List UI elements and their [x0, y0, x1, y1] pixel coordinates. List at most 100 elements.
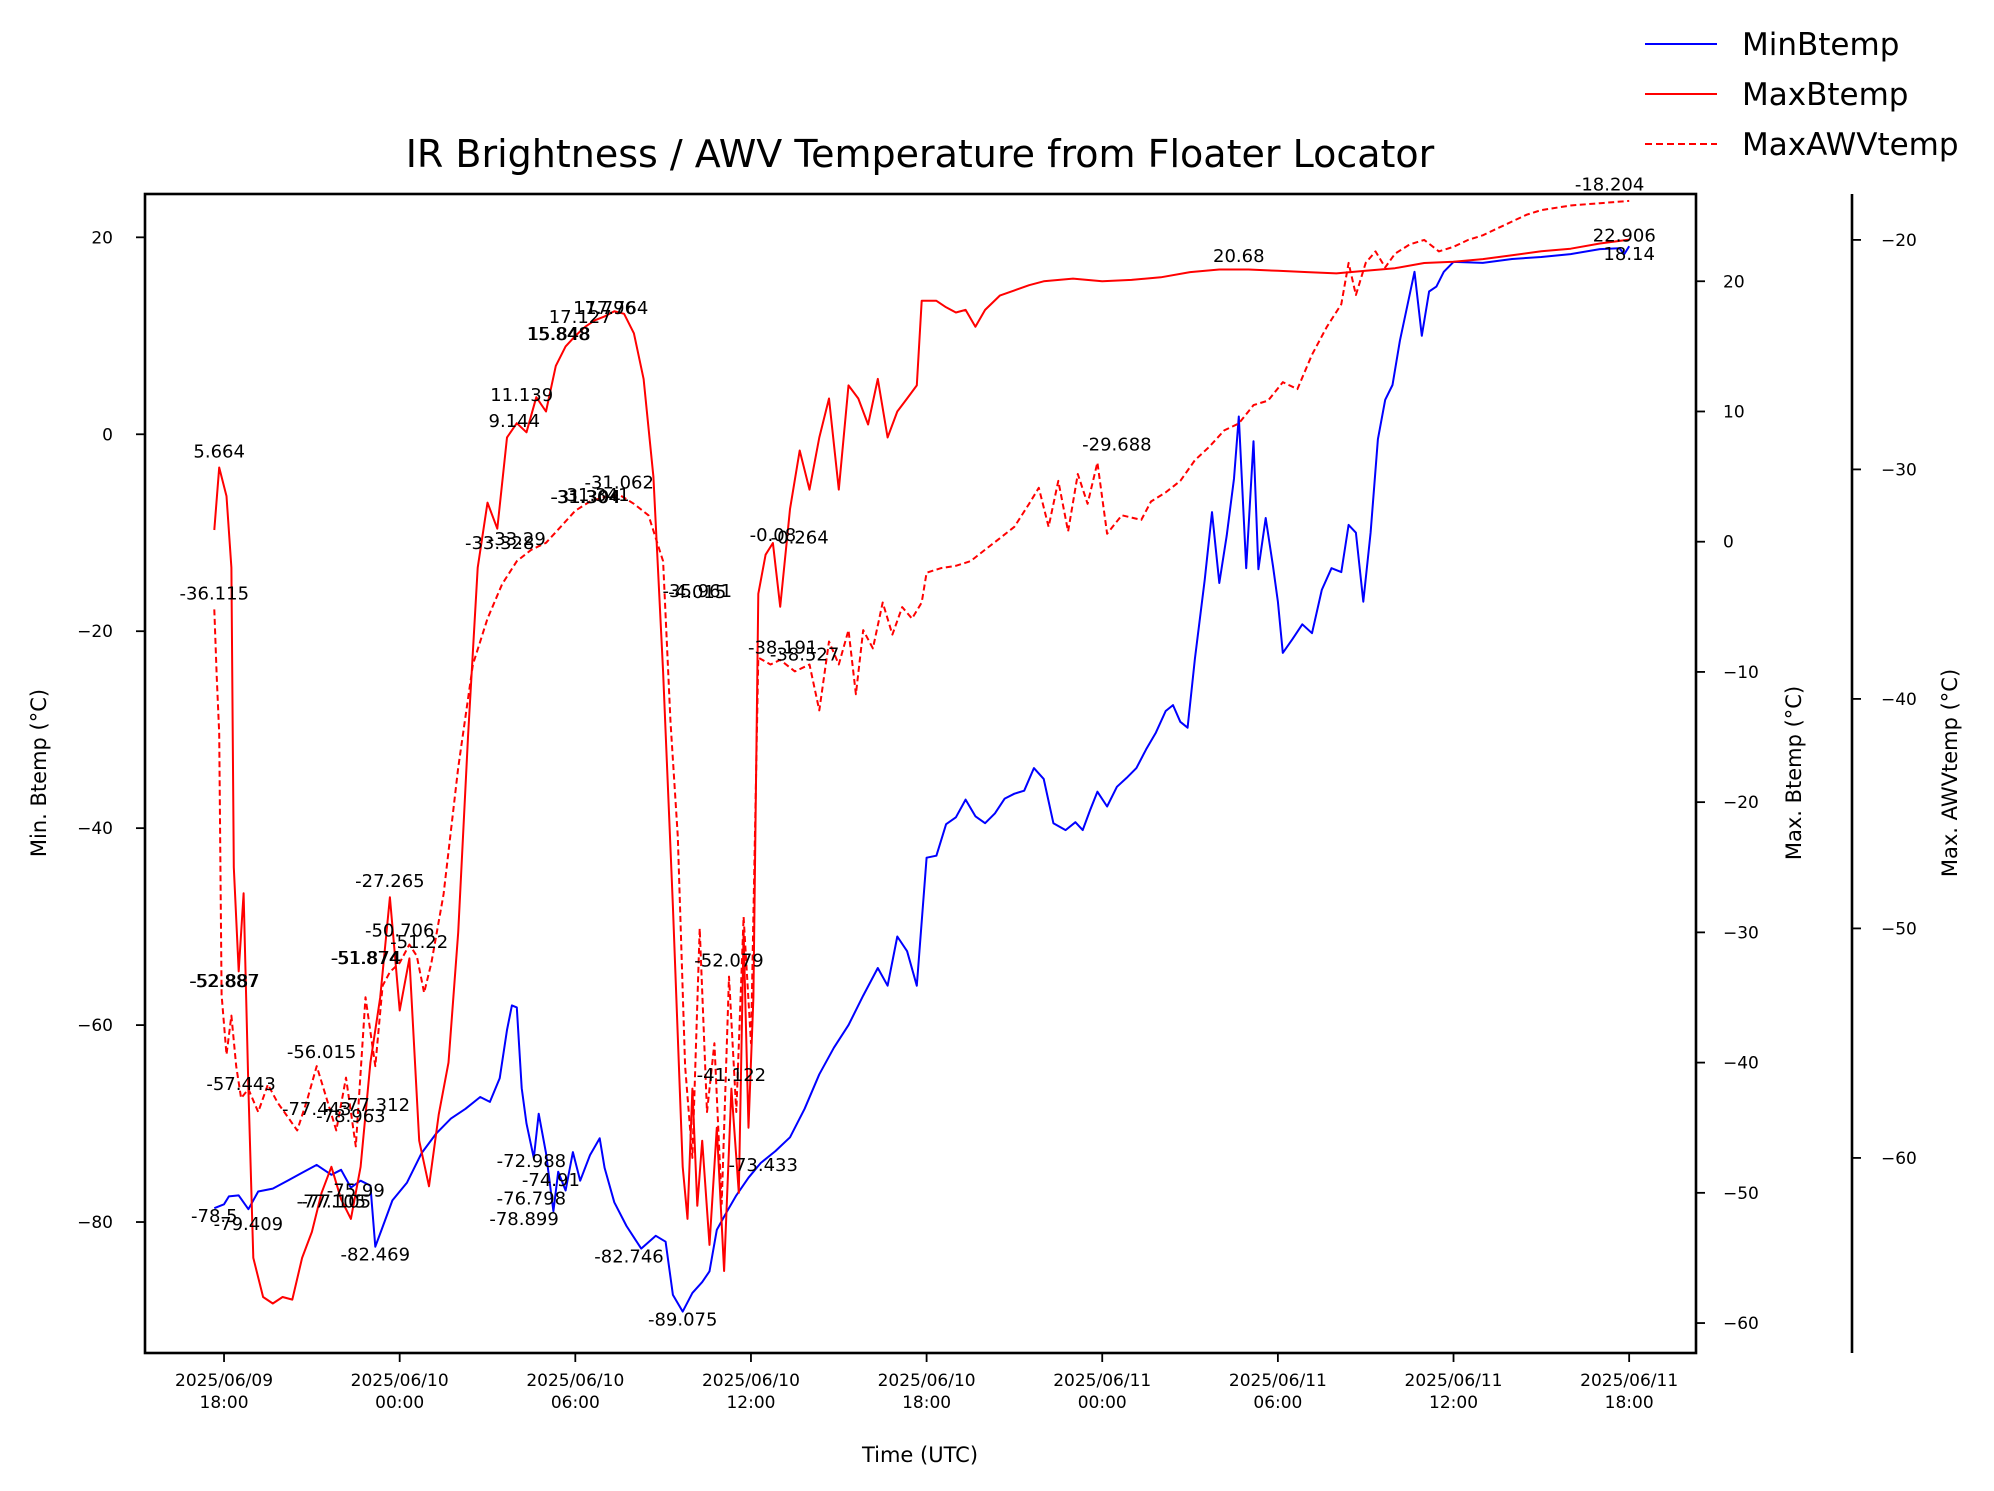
- data-label: -51.874: [332, 948, 401, 969]
- x-tick-label: 2025/06/10: [351, 1371, 449, 1391]
- x-tick-label: 2025/06/09: [175, 1371, 273, 1391]
- x-tick-label: 2025/06/10: [702, 1371, 800, 1391]
- data-label: -52.887: [189, 971, 258, 992]
- left-tick-label: −40: [77, 819, 113, 839]
- data-label: 18.14: [1603, 244, 1655, 265]
- data-label: 9.144: [489, 411, 541, 432]
- data-label: -75.99: [327, 1181, 385, 1202]
- x-tick-label: 00:00: [1078, 1393, 1127, 1413]
- right2-tick-label: −60: [1881, 1149, 1917, 1169]
- data-label: -38.191: [748, 638, 817, 659]
- x-tick-label: 2025/06/10: [526, 1371, 624, 1391]
- legend: MinBtemp MaxBtemp MaxAWVtemp: [1645, 27, 1959, 163]
- x-tick-label: 18:00: [200, 1393, 249, 1413]
- x-tick-label: 06:00: [1253, 1393, 1302, 1413]
- data-label: -0.264: [771, 528, 829, 549]
- data-label: -50.706: [365, 921, 434, 942]
- data-label: -31.341: [560, 485, 629, 506]
- x-tick-label: 12:00: [1429, 1393, 1478, 1413]
- data-label: -77.105: [302, 1192, 371, 1213]
- data-label: -51.874: [331, 948, 400, 969]
- legend-label-minbtemp: MinBtemp: [1742, 27, 1899, 63]
- right2-tick-label: −50: [1881, 919, 1917, 939]
- data-label: -78.899: [489, 1209, 558, 1230]
- data-label: -35.961: [663, 581, 732, 602]
- x-tick-label: 00:00: [375, 1393, 424, 1413]
- data-label: -77.105: [297, 1192, 366, 1213]
- x-tick-label: 18:00: [902, 1393, 951, 1413]
- x-axis-label: Time (UTC): [861, 1443, 978, 1467]
- data-label: 22.906: [1593, 226, 1656, 247]
- data-label: -72.988: [497, 1151, 566, 1172]
- data-label: -33.29: [488, 529, 546, 550]
- data-label: -82.746: [594, 1247, 663, 1268]
- data-label: -78.5: [191, 1206, 238, 1227]
- data-label: -4.015: [668, 582, 726, 603]
- right1-tick-label: 10: [1723, 402, 1745, 422]
- data-label: -31.062: [584, 473, 653, 494]
- data-label: 5.664: [193, 442, 245, 463]
- legend-label-maxbtemp: MaxBtemp: [1742, 77, 1908, 113]
- x-tick-label: 2025/06/11: [1405, 1371, 1503, 1391]
- data-label: -29.688: [1082, 435, 1151, 456]
- data-label: -52.079: [694, 951, 763, 972]
- data-label: -0.08: [750, 525, 797, 546]
- right1-tick-label: −10: [1723, 663, 1759, 683]
- left-tick-label: 0: [102, 425, 113, 445]
- x-tick-label: 2025/06/10: [878, 1371, 976, 1391]
- data-label: -56.015: [287, 1042, 356, 1063]
- series-layer: [213, 199, 1631, 1313]
- data-label: -31.304: [550, 487, 619, 508]
- data-label: -18.204: [1575, 175, 1644, 196]
- data-label: -89.075: [648, 1310, 717, 1331]
- data-label: -57.443: [206, 1074, 275, 1095]
- right1-tick-label: −50: [1723, 1184, 1759, 1204]
- x-tick-label: 2025/06/11: [1580, 1371, 1678, 1391]
- right2-tick-label: −20: [1881, 231, 1917, 251]
- right1-tick-label: −20: [1723, 793, 1759, 813]
- right2-axis-label: Max. AWVtemp (°C): [1938, 669, 1962, 877]
- x-tick-label: 2025/06/11: [1053, 1371, 1151, 1391]
- data-label: -36.115: [180, 583, 249, 604]
- data-label: -38.527: [770, 645, 839, 666]
- data-label: 15.848: [527, 324, 590, 345]
- data-label: 17.764: [585, 298, 648, 319]
- data-label: -82.469: [341, 1245, 410, 1266]
- plot-frame: [143, 192, 1698, 1355]
- left-tick-label: −80: [77, 1213, 113, 1233]
- x-tick-label: 12:00: [726, 1393, 775, 1413]
- x-tick-label: 06:00: [551, 1393, 600, 1413]
- series-line-minbtemp: [213, 245, 1631, 1313]
- left-tick-label: −20: [77, 622, 113, 642]
- x-tick-label: 2025/06/11: [1229, 1371, 1327, 1391]
- left-axis-label: Min. Btemp (°C): [27, 689, 51, 857]
- right1-axis-label: Max. Btemp (°C): [1782, 686, 1806, 860]
- series-line-maxbtemp: [213, 238, 1630, 1305]
- data-label: -51.22: [390, 932, 448, 953]
- annotation-layer: 5.664-36.115-52.887-52.887-57.443-56.015…: [180, 175, 1656, 1331]
- data-label: -52.887: [190, 971, 259, 992]
- left-tick-label: −60: [77, 1016, 113, 1036]
- data-label: -27.265: [355, 871, 424, 892]
- data-label: 11.139: [490, 385, 553, 406]
- data-label: 15.848: [528, 324, 591, 345]
- left-tick-label: 20: [91, 228, 113, 248]
- data-label: -33.328: [465, 533, 534, 554]
- data-label: 20.68: [1213, 246, 1265, 267]
- right2-tick-label: −40: [1881, 690, 1917, 710]
- chart-title: IR Brightness / AWV Temperature from Flo…: [406, 132, 1435, 176]
- series-line-maxawvtemp: [213, 199, 1630, 1205]
- data-label: -74.91: [522, 1170, 580, 1191]
- right1-tick-label: 20: [1723, 272, 1745, 292]
- data-label: -77.312: [341, 1095, 410, 1116]
- data-label: -77.443: [282, 1099, 351, 1120]
- data-label: 17.127: [549, 307, 612, 328]
- right1-tick-label: 0: [1723, 533, 1734, 553]
- data-label: -41.122: [697, 1065, 766, 1086]
- data-label: -79.409: [214, 1214, 283, 1235]
- x-tick-label: 18:00: [1605, 1393, 1654, 1413]
- right1-tick-label: −30: [1723, 923, 1759, 943]
- axes-layer: 2025/06/0918:002025/06/1000:002025/06/10…: [77, 194, 1917, 1413]
- data-label: -31.304: [551, 487, 620, 508]
